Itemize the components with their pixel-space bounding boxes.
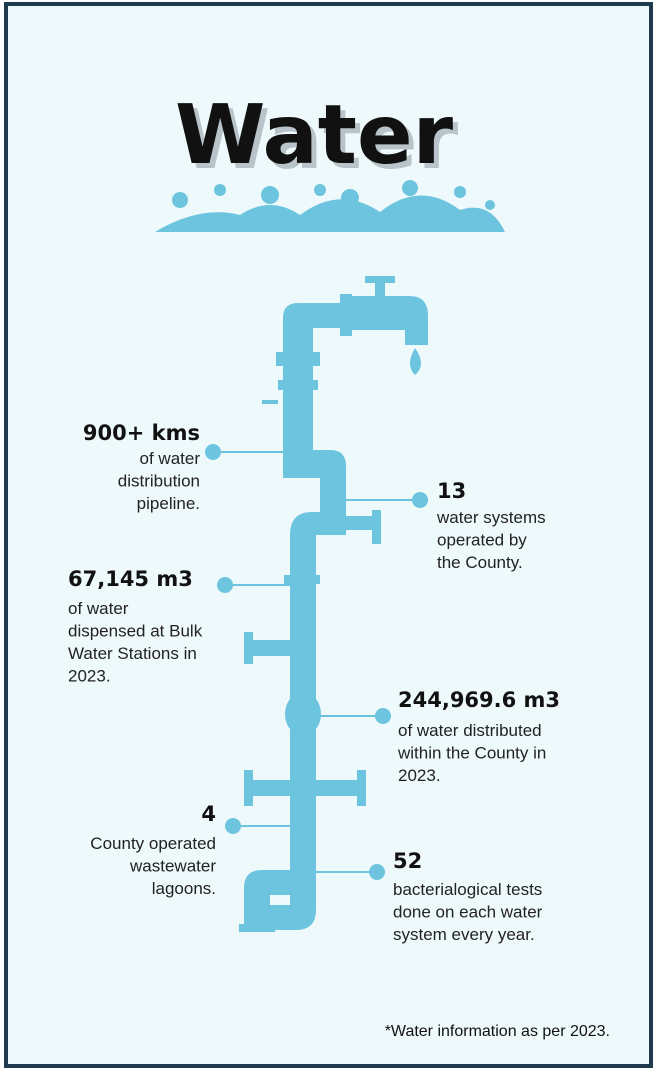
splash-drop [485,200,495,210]
faucet-handle [365,276,395,283]
stat-value: 52 [393,849,422,873]
connector-dot [217,577,233,593]
connector-dot [369,864,385,880]
stat-description: 2023. [398,766,441,785]
stat-description: bacterialogical tests [393,880,542,899]
connector-dot [205,444,221,460]
stat-description: of water distributed [398,721,542,740]
pipe-bottom [244,870,290,930]
splash-drop [214,184,226,196]
stat-description: wastewater [129,857,216,876]
stat-value: 67,145 m3 [68,567,193,591]
connector-dot [225,818,241,834]
splash-drop [341,189,359,207]
stat-description: pipeline. [137,494,200,513]
stat-description: the County. [437,553,523,572]
stat-value: 13 [437,479,466,503]
stat-description: of water [68,599,129,618]
stat-description: County operated [90,834,216,853]
stat-description: of water [140,449,201,468]
flange [244,770,253,806]
pipe [239,276,428,932]
flange [284,575,320,584]
stat-description: dispensed at Bulk [68,622,203,641]
joint [285,692,321,736]
flange [244,632,253,664]
valve [262,400,278,404]
branch [250,780,360,796]
connector-dot [412,492,428,508]
stat-value: 4 [201,802,216,826]
connector-dot [375,708,391,724]
stat-value: 244,969.6 m3 [398,688,560,712]
flange [276,352,320,366]
stat-description: system every year. [393,925,535,944]
branch [346,516,376,530]
splash-drop [172,192,188,208]
flange [357,770,366,806]
stat-description: operated by [437,531,527,550]
stat-description: lagoons. [152,879,216,898]
faucet-body [350,296,428,345]
splash-drop [314,184,326,196]
pipe-bend [283,450,346,520]
stat-description: water systems [436,508,546,527]
stat-description: done on each water [393,903,543,922]
splash [155,180,505,232]
stat-description: distribution [118,472,200,491]
branch [250,640,292,656]
stat-description: within the County in [397,744,546,763]
stat-description: Water Stations in [68,644,197,663]
drop [410,348,421,375]
splash-drop [454,186,466,198]
faucet-stem [375,280,385,298]
stat-description: 2023. [68,667,111,686]
flange [239,924,275,932]
flange [278,380,318,390]
flange [340,294,352,336]
splash-wave [155,195,505,232]
splash-drop [261,186,279,204]
title: Water [175,88,454,183]
footnote: *Water information as per 2023. [385,1023,610,1040]
flange [372,510,381,544]
splash-drop [402,180,418,196]
title-shadow: Water [180,93,459,188]
stat-value: 900+ kms [83,421,200,445]
